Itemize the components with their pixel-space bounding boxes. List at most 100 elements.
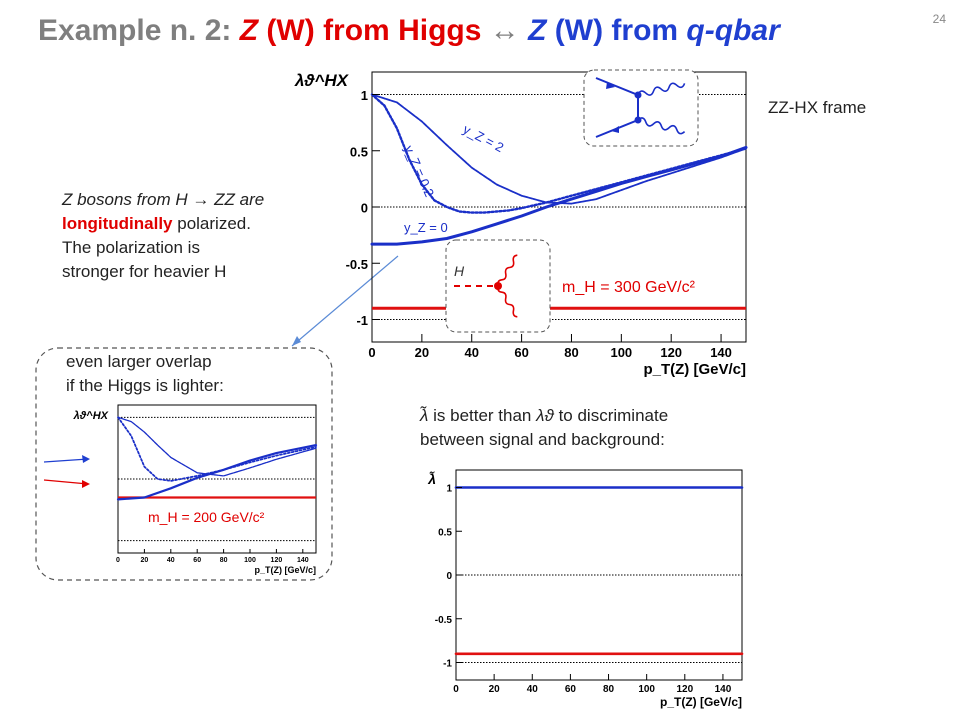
x-tick-label: 40 [167,557,175,564]
overlap-line-1: even larger overlap [66,352,212,371]
higgs-label: H [454,263,465,279]
y-tick-label: -0.5 [435,615,453,626]
x-tick-label: 20 [415,345,429,360]
y-tick-label: -1 [443,659,452,670]
x-tick-label: 120 [271,557,283,564]
arrow-icon: → [192,190,210,209]
para-line-3: The polarization is [62,238,200,257]
para-line-4: stronger for heavier H [62,262,227,281]
blue-arrow [43,458,89,463]
x-axis-label: p_T(Z) [GeV/c] [254,565,316,575]
para-1a: Z bosons from H [62,190,188,209]
y-tick-label: 1 [361,88,368,103]
lambda-tilde-chart: 0 20 40 60 80 100 120 140 1 0.5 0 -0.5 -1 p_T(Z) [GeV… [427,469,744,709]
para-1b: ZZ are [214,190,265,209]
series-label: y_Z = 0.2 [401,143,437,199]
vertex-2 [634,116,642,124]
title-w-2: (W) [554,14,604,47]
para-line-2: longitudinally polarized. [62,212,332,236]
signal-label: m_H = 300 GeV/c² [562,279,696,296]
y-axis-label: λ̃ [427,470,436,487]
x-tick-label: 80 [603,684,615,695]
y-tick-label: 0 [446,571,452,582]
x-tick-label: 140 [710,345,732,360]
slide-number: 24 [932,12,946,26]
y-axis-label: λϑ^HX [294,71,350,90]
lt-line-1: λ̃ is better than λϑ to discriminate [420,404,668,428]
y-tick-label: -1 [356,313,368,328]
x-tick-label: 0 [368,345,375,360]
connector-arrowhead [292,336,301,346]
title-z-2: Z [528,14,547,47]
connector-line [291,255,399,347]
overlap-text: even larger overlap if the Higgs is ligh… [66,350,224,398]
red-arrowhead [82,480,90,488]
title-w-1: (W) [266,14,315,47]
lambda-tilde-text: λ̃ is better than λϑ to discriminate bet… [420,404,668,452]
y-axis-label: λϑ^HX [73,410,109,422]
x-tick-label: 120 [676,684,693,695]
series-label: y_Z = 0 [404,220,448,235]
x-tick-label: 80 [220,557,228,564]
boson-wave-1 [637,82,686,96]
lt-1c: λϑ [536,406,554,425]
series-line [117,416,317,477]
y-tick-label: 0.5 [350,144,368,159]
x-tick-label: 20 [141,557,149,564]
arrow-icon [611,126,619,133]
series-label: y_Z = 2 [461,121,507,155]
series-line [371,93,747,205]
x-tick-label: 20 [489,684,501,695]
x-tick-label: 60 [565,684,577,695]
frame-label: ZZ-HX frame [768,98,867,117]
light-higgs-box [35,347,333,581]
para-2a: longitudinally [62,214,173,233]
x-tick-label: 140 [297,557,309,564]
y-tick-label: 0.5 [438,527,452,538]
lt-1d: to discriminate [558,406,669,425]
z-boson-wave-2 [497,285,518,318]
explanation-paragraph: Z bosons from H → ZZ are longitudinally … [62,188,332,284]
overlap-line-2: if the Higgs is lighter: [66,376,224,395]
lt-line-2: between signal and background: [420,430,665,449]
series-line [117,416,317,482]
signal-label: m_H = 200 GeV/c² [148,509,265,525]
title-from: from [611,14,679,47]
z-boson-wave-1 [497,254,518,287]
x-tick-label: 80 [564,345,578,360]
arrow-icon [606,82,615,89]
para-2b: polarized. [177,214,251,233]
x-axis-label: p_T(Z) [GeV/c] [660,695,742,709]
x-tick-label: 100 [244,557,256,564]
x-axis-label: p_T(Z) [GeV/c] [643,361,746,378]
x-tick-label: 40 [527,684,539,695]
x-tick-label: 140 [715,684,732,695]
red-arrow [43,479,89,485]
y-tick-label: 1 [446,484,452,495]
x-tick-label: 60 [514,345,528,360]
boson-wave-2 [637,117,686,135]
higgs-vertex [494,282,502,290]
lt-1b: is better than [433,406,532,425]
x-tick-label: 100 [638,684,655,695]
title-z-1: Z [239,14,259,47]
x-tick-label: 100 [610,345,632,360]
qqbar-feynman-diagram [583,69,699,147]
x-tick-label: 60 [193,557,201,564]
slide-title: Example n. 2: Z (W) from Higgs ↔ Z (W) f… [38,14,780,48]
y-tick-label: -0.5 [346,257,368,272]
blue-arrowhead [82,455,90,463]
quark-line-1 [595,77,639,96]
y-tick-label: 0 [361,201,368,216]
para-line-1: Z bosons from H → ZZ are [62,188,332,212]
higgs-feynman-diagram: H [445,239,551,333]
title-qqbar: q-qbar [686,14,780,47]
lt-1a: λ̃ [420,406,429,425]
title-prefix: Example n. 2: [38,14,232,47]
title-from-higgs: from Higgs [323,14,482,47]
x-tick-label: 120 [660,345,682,360]
x-tick-label: 0 [116,557,120,564]
series-line [370,93,748,214]
